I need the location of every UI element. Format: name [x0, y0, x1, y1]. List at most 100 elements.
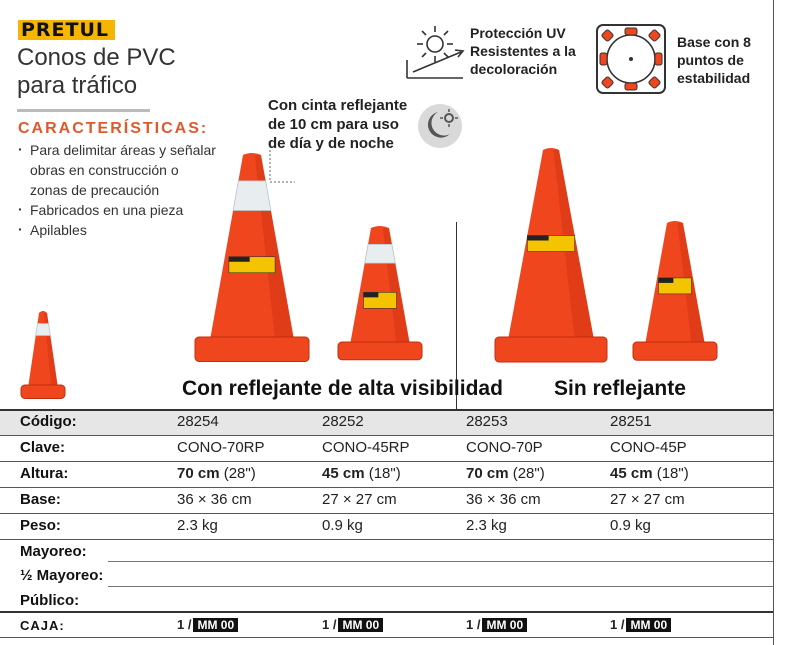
- altura-cell: 45 cm (18"): [610, 465, 689, 482]
- callout-leader-line: [269, 150, 295, 183]
- base-stability-text: Base con 8 puntos de estabilidad: [677, 33, 751, 87]
- row-divider: [0, 539, 773, 540]
- row-label: Público:: [20, 592, 80, 609]
- features-list: Para delimitar áreas y señalar obras en …: [18, 139, 218, 240]
- product-label-brand: [658, 277, 674, 283]
- title-line-2: para tráfico: [17, 72, 138, 99]
- caja-mm: MM 00: [482, 618, 528, 632]
- feature-item: Apilables: [18, 219, 218, 240]
- table-row-base: Base: 36 × 36 cm 27 × 27 cm 36 × 36 cm 2…: [0, 488, 773, 513]
- altura-cell: 70 cm (28"): [466, 465, 545, 482]
- altura-cm: 45 cm: [322, 465, 365, 482]
- base-cell: 36 × 36 cm: [177, 491, 252, 508]
- row-label: Base:: [20, 491, 61, 508]
- altura-cell: 70 cm (28"): [177, 465, 256, 482]
- cone-base: [494, 336, 608, 363]
- base-line: Base con 8: [677, 34, 751, 50]
- table-bottom-border: [0, 637, 773, 638]
- caja-cell: 1 /MM 00: [466, 617, 528, 632]
- clave-cell: CONO-45P: [610, 439, 687, 456]
- clave-cell: CONO-45RP: [322, 439, 410, 456]
- row-label: Clave:: [20, 439, 66, 456]
- uv-line: Protección UV: [470, 25, 566, 41]
- code-cell: 28252: [322, 413, 364, 430]
- caja-cell: 1 /MM 00: [610, 617, 672, 632]
- price-line: [108, 561, 773, 562]
- row-divider: [0, 487, 773, 488]
- row-label: Altura:: [20, 465, 69, 482]
- code-cell: 28254: [177, 413, 219, 430]
- group-title-reflective: Con reflejante de alta visibilidad: [182, 377, 503, 400]
- row-divider: [0, 513, 773, 514]
- uv-line: Resistentes a la: [470, 43, 576, 59]
- row-label: Código:: [20, 413, 77, 430]
- caja-cell: 1 /MM 00: [177, 617, 239, 632]
- caja-cell: 1 /MM 00: [322, 617, 384, 632]
- base-stability-icon: [596, 24, 666, 94]
- row-divider: [0, 461, 773, 462]
- caja-mm: MM 00: [626, 618, 672, 632]
- row-label: Mayoreo:: [20, 543, 87, 560]
- altura-cm: 70 cm: [466, 465, 509, 482]
- base-cell: 36 × 36 cm: [466, 491, 541, 508]
- base-line: puntos de: [677, 52, 744, 68]
- table-row-peso: Peso: 2.3 kg 0.9 kg 2.3 kg 0.9 kg: [0, 514, 773, 539]
- altura-in: (28"): [512, 465, 545, 482]
- clave-cell: CONO-70RP: [177, 439, 265, 456]
- peso-cell: 0.9 kg: [322, 517, 363, 534]
- features-heading: CARACTERÍSTICAS:: [18, 120, 209, 137]
- group-divider: [456, 222, 457, 410]
- clave-cell: CONO-70P: [466, 439, 543, 456]
- feature-item: Fabricados en una pieza: [18, 199, 218, 220]
- reflective-band: [35, 323, 51, 336]
- table-row-altura: Altura: 70 cm (28") 45 cm (18") 70 cm (2…: [0, 462, 773, 487]
- base-cell: 27 × 27 cm: [610, 491, 685, 508]
- code-cell: 28253: [466, 413, 508, 430]
- product-label-brand: [363, 292, 379, 298]
- altura-in: (18"): [656, 465, 689, 482]
- base-line: estabilidad: [677, 70, 751, 86]
- table-row-clave: Clave: CONO-70RP CONO-45RP CONO-70P CONO…: [0, 436, 773, 461]
- moon-sun-icon: [418, 104, 462, 148]
- frame-border: [773, 0, 774, 645]
- altura-in: (28"): [223, 465, 256, 482]
- uv-protection-icon: [406, 26, 465, 79]
- table-row-medio-mayoreo: ½ Mayoreo:: [0, 564, 773, 589]
- peso-cell: 2.3 kg: [177, 517, 218, 534]
- reflective-band: [232, 180, 272, 211]
- caja-mm: MM 00: [193, 618, 239, 632]
- page-title: Conos de PVC para tráfico: [17, 44, 176, 100]
- table-row-publico: Público:: [0, 589, 773, 614]
- cone-base: [20, 384, 66, 399]
- callout-line: de 10 cm para uso: [268, 116, 399, 133]
- altura-cm: 70 cm: [177, 465, 220, 482]
- price-line: [108, 586, 773, 587]
- caja-qty: 1 /: [322, 617, 337, 632]
- group-title-plain: Sin reflejante: [554, 377, 686, 400]
- title-underline: [17, 109, 150, 112]
- cone-body: [350, 226, 410, 345]
- base-cell: 27 × 27 cm: [322, 491, 397, 508]
- caja-qty: 1 /: [610, 617, 625, 632]
- row-label: CAJA:: [20, 618, 65, 633]
- row-divider: [0, 435, 773, 436]
- uv-line: decoloración: [470, 61, 558, 77]
- product-label-brand: [527, 235, 549, 241]
- uv-protection-text: Protección UV Resistentes a la decolorac…: [470, 24, 576, 78]
- feature-item: Para delimitar áreas y señalar obras en …: [18, 139, 218, 200]
- reflective-band: [364, 243, 396, 264]
- callout-line: Con cinta reflejante: [268, 97, 408, 114]
- altura-cell: 45 cm (18"): [322, 465, 401, 482]
- callout-line: de día y de noche: [268, 135, 394, 152]
- table-row-mayoreo: Mayoreo:: [0, 540, 773, 565]
- cone-base: [337, 341, 423, 361]
- peso-cell: 2.3 kg: [466, 517, 507, 534]
- caja-qty: 1 /: [177, 617, 192, 632]
- product-label-brand: [228, 256, 250, 262]
- caja-qty: 1 /: [466, 617, 481, 632]
- altura-in: (18"): [368, 465, 401, 482]
- row-label: Peso:: [20, 517, 61, 534]
- title-line-1: Conos de PVC: [17, 44, 176, 71]
- cone-base: [194, 336, 310, 362]
- caja-mm: MM 00: [338, 618, 384, 632]
